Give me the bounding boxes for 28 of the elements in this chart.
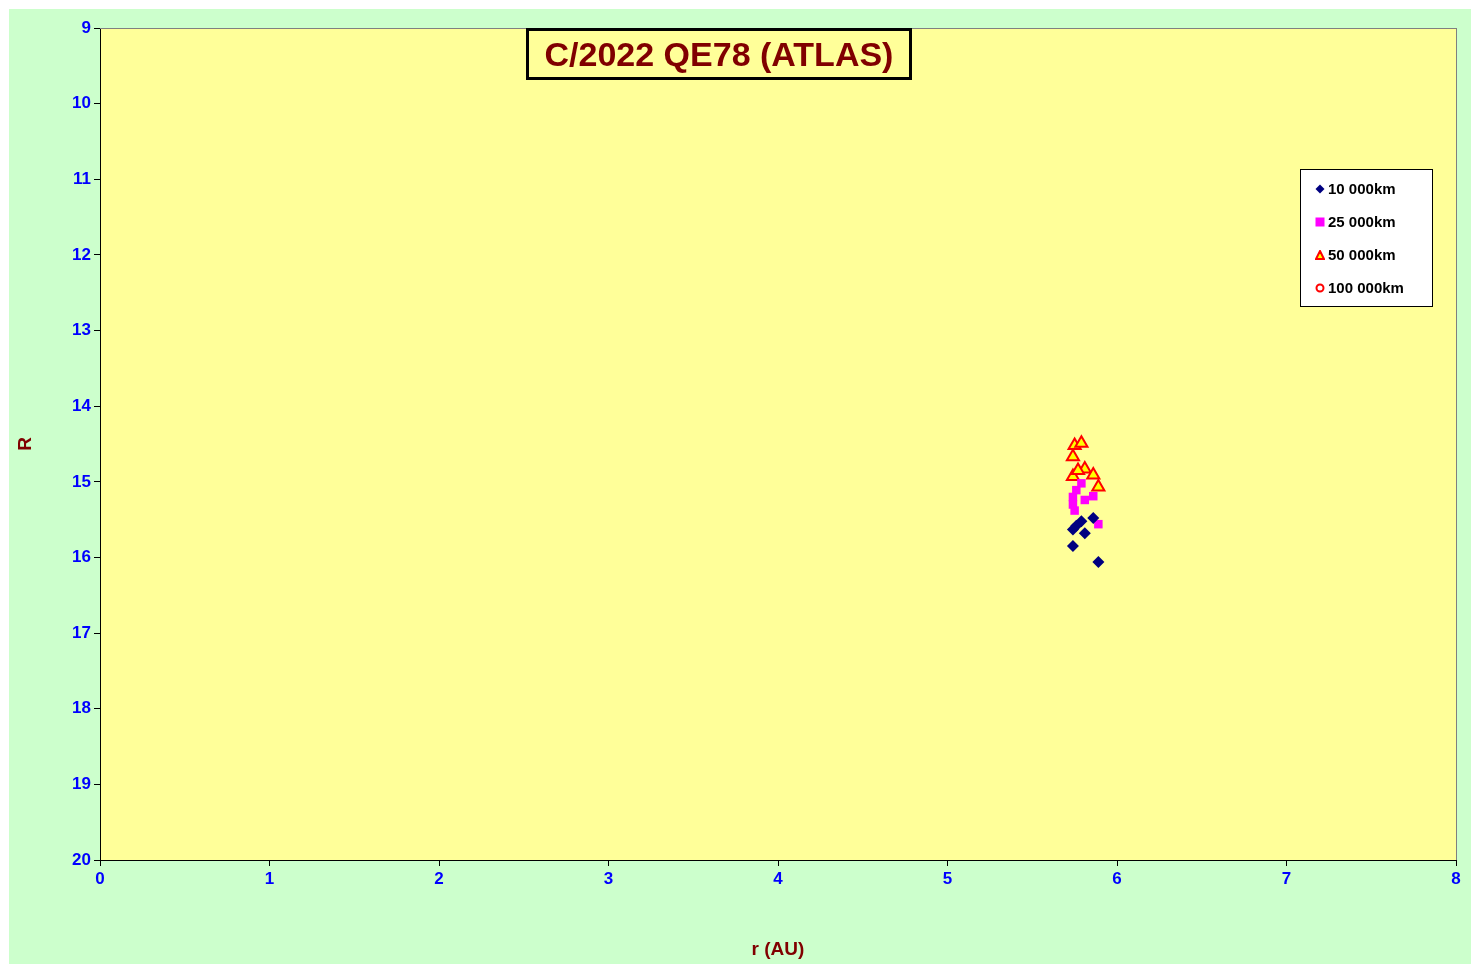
y-tick-label: 11 xyxy=(73,168,91,188)
y-tick-label: 15 xyxy=(72,471,91,491)
y-tick-label: 18 xyxy=(72,698,91,718)
x-tick-label: 0 xyxy=(95,868,105,888)
y-tick-label: 13 xyxy=(72,320,91,340)
x-tick-label: 8 xyxy=(1451,868,1461,888)
x-tick-label: 2 xyxy=(434,868,444,888)
x-tick-label: 4 xyxy=(773,868,784,888)
x-tick-label: 1 xyxy=(264,868,275,888)
legend-label: 10 000km xyxy=(1328,180,1396,197)
legend-label: 50 000km xyxy=(1328,246,1396,263)
x-tick-label: 3 xyxy=(603,868,614,888)
y-axis-title: R xyxy=(13,436,35,451)
x-tick-label: 6 xyxy=(1112,868,1122,888)
y-tick-label: 16 xyxy=(72,547,91,567)
y-tick-label: 12 xyxy=(72,244,91,264)
y-tick-label: 9 xyxy=(81,17,91,37)
y-tick-label: 17 xyxy=(72,622,91,642)
chart-title: C/2022 QE78 (ATLAS) xyxy=(526,28,912,80)
x-tick-label: 5 xyxy=(942,868,953,888)
legend-label: 100 000km xyxy=(1328,279,1404,296)
y-tick-label: 19 xyxy=(72,774,91,794)
x-axis-title: r (AU) xyxy=(751,937,805,959)
y-tick-label: 10 xyxy=(72,93,91,113)
y-tick-label: 14 xyxy=(72,395,92,415)
y-tick-label: 20 xyxy=(72,849,91,869)
x-tick-label: 7 xyxy=(1281,868,1292,888)
legend-label: 25 000km xyxy=(1328,213,1396,230)
